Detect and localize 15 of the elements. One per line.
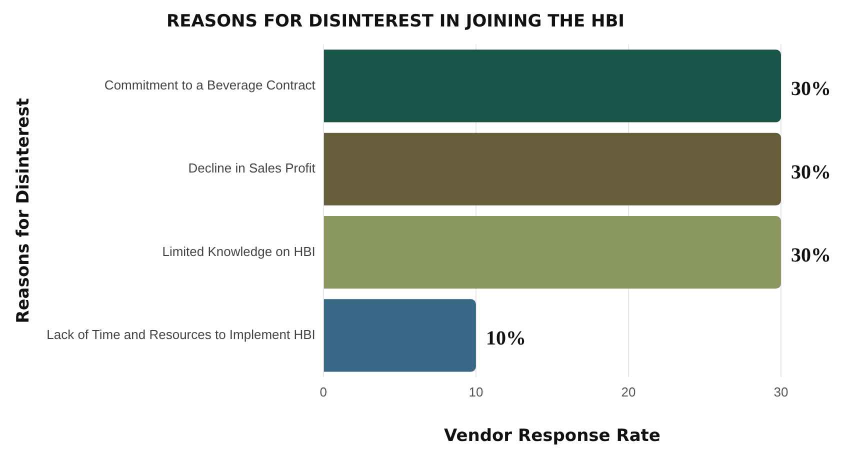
x-tick-label: 20: [621, 384, 636, 400]
y-axis-title: Reasons for Disinterest: [14, 98, 34, 324]
chart-title: REASONS FOR DISINTEREST IN JOINING THE HBI: [166, 12, 625, 32]
y-tick-label: Lack of Time and Resources to Implement HBI: [46, 327, 316, 342]
y-tick-label: Decline in Sales Profit: [188, 160, 316, 176]
data-label: 10%: [486, 328, 526, 350]
x-tick-label: 0: [320, 384, 328, 400]
data-label: 30%: [791, 161, 831, 184]
y-tick-label: Commitment to a Beverage Contract: [104, 78, 316, 93]
x-tick-label: 10: [468, 384, 484, 400]
data-label: 30%: [791, 244, 831, 266]
x-axis-title: Vendor Response Rate: [444, 426, 660, 446]
x-tick-label: 30: [774, 384, 788, 400]
y-tick-label: Limited Knowledge on HBI: [162, 244, 316, 259]
data-label: 30%: [791, 78, 831, 100]
